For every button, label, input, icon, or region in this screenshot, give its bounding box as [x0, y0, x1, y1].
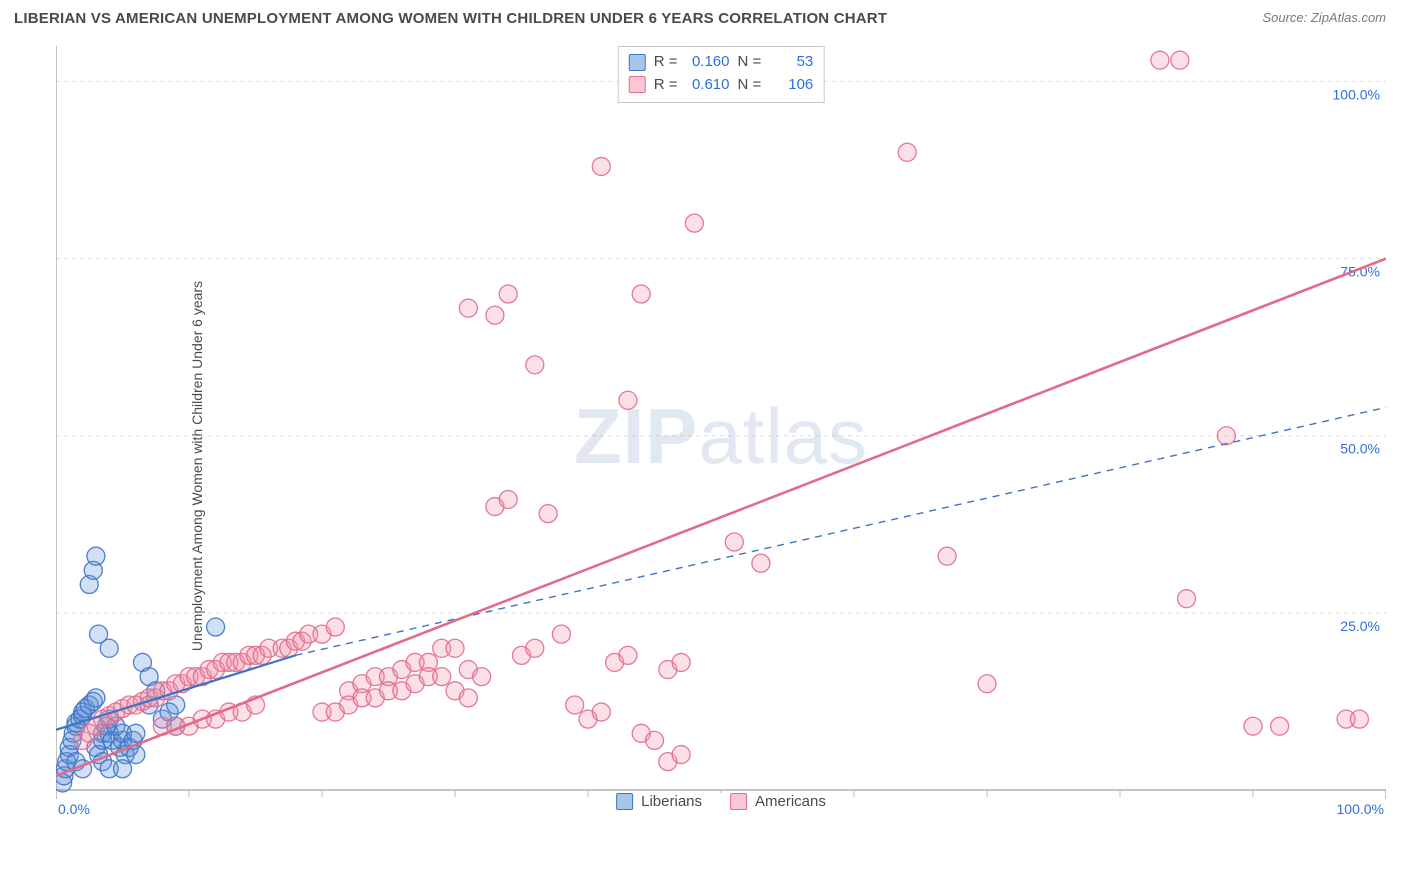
- scatter-point: [207, 618, 225, 636]
- chart-area: Unemployment Among Women with Children U…: [0, 40, 1406, 892]
- scatter-point: [632, 285, 650, 303]
- scatter-point: [1350, 710, 1368, 728]
- chart-header: LIBERIAN VS AMERICAN UNEMPLOYMENT AMONG …: [0, 0, 1406, 27]
- scatter-point: [725, 533, 743, 551]
- scatter-point: [433, 668, 451, 686]
- scatter-point: [127, 724, 145, 742]
- scatter-point: [539, 505, 557, 523]
- legend-label: Liberians: [641, 793, 702, 810]
- stats-row-americans: R = 0.610 N = 106: [629, 74, 814, 97]
- scatter-chart-svg: 0.0% 100.0% 25.0% 50.0% 75.0% 100.0%: [56, 46, 1386, 836]
- scatter-point: [87, 547, 105, 565]
- scatter-point: [1217, 427, 1235, 445]
- stats-box: R = 0.160 N = 53 R = 0.610 N = 106: [618, 46, 825, 103]
- scatter-point: [1178, 590, 1196, 608]
- stats-r-label: R =: [654, 74, 678, 97]
- scatter-point: [100, 639, 118, 657]
- stats-n-label: N =: [738, 51, 762, 74]
- swatch-liberians: [629, 54, 646, 71]
- legend-swatch-liberians: [616, 793, 633, 810]
- y-tick-label: 75.0%: [1340, 264, 1380, 280]
- scatter-point: [87, 689, 105, 707]
- y-tick-label: 25.0%: [1340, 618, 1380, 634]
- scatter-point: [526, 356, 544, 374]
- scatter-point: [326, 618, 344, 636]
- regression-line: [56, 259, 1386, 776]
- chart-source: Source: ZipAtlas.com: [1262, 10, 1386, 25]
- scatter-point: [499, 285, 517, 303]
- scatter-point: [459, 299, 477, 317]
- scatter-point: [526, 639, 544, 657]
- scatter-point: [552, 625, 570, 643]
- scatter-point: [459, 689, 477, 707]
- stats-r-value: 0.610: [686, 74, 730, 97]
- scatter-point: [592, 157, 610, 175]
- x-tick-label: 100.0%: [1337, 801, 1384, 817]
- stats-n-value: 106: [769, 74, 813, 97]
- scatter-point: [619, 646, 637, 664]
- scatter-point: [566, 696, 584, 714]
- scatter-point: [114, 760, 132, 778]
- y-tick-label: 100.0%: [1333, 86, 1380, 102]
- scatter-point: [938, 547, 956, 565]
- scatter-point: [898, 143, 916, 161]
- scatter-point: [646, 731, 664, 749]
- scatter-point: [592, 703, 610, 721]
- stats-r-label: R =: [654, 51, 678, 74]
- scatter-point: [486, 306, 504, 324]
- plot-region: 0.0%100.0%25.0%50.0%75.0%100.0% ZIPatlas…: [56, 46, 1386, 836]
- scatter-point: [1271, 717, 1289, 735]
- scatter-point: [619, 391, 637, 409]
- legend-label: Americans: [755, 793, 826, 810]
- scatter-point: [499, 490, 517, 508]
- scatter-point: [978, 675, 996, 693]
- stats-n-value: 53: [769, 51, 813, 74]
- legend-item-liberians: Liberians: [616, 793, 702, 810]
- stats-n-label: N =: [738, 74, 762, 97]
- scatter-point: [1171, 51, 1189, 69]
- y-tick-label: 50.0%: [1340, 441, 1380, 457]
- legend-item-americans: Americans: [730, 793, 826, 810]
- x-tick-label: 0.0%: [58, 801, 90, 817]
- swatch-americans: [629, 76, 646, 93]
- stats-row-liberians: R = 0.160 N = 53: [629, 51, 814, 74]
- scatter-point: [685, 214, 703, 232]
- scatter-point: [446, 639, 464, 657]
- scatter-point: [1244, 717, 1262, 735]
- scatter-point: [1151, 51, 1169, 69]
- scatter-point: [752, 554, 770, 572]
- scatter-point: [672, 746, 690, 764]
- scatter-point: [473, 668, 491, 686]
- scatter-point: [672, 653, 690, 671]
- stats-r-value: 0.160: [686, 51, 730, 74]
- legend: Liberians Americans: [610, 793, 832, 810]
- legend-swatch-americans: [730, 793, 747, 810]
- chart-title: LIBERIAN VS AMERICAN UNEMPLOYMENT AMONG …: [14, 10, 887, 27]
